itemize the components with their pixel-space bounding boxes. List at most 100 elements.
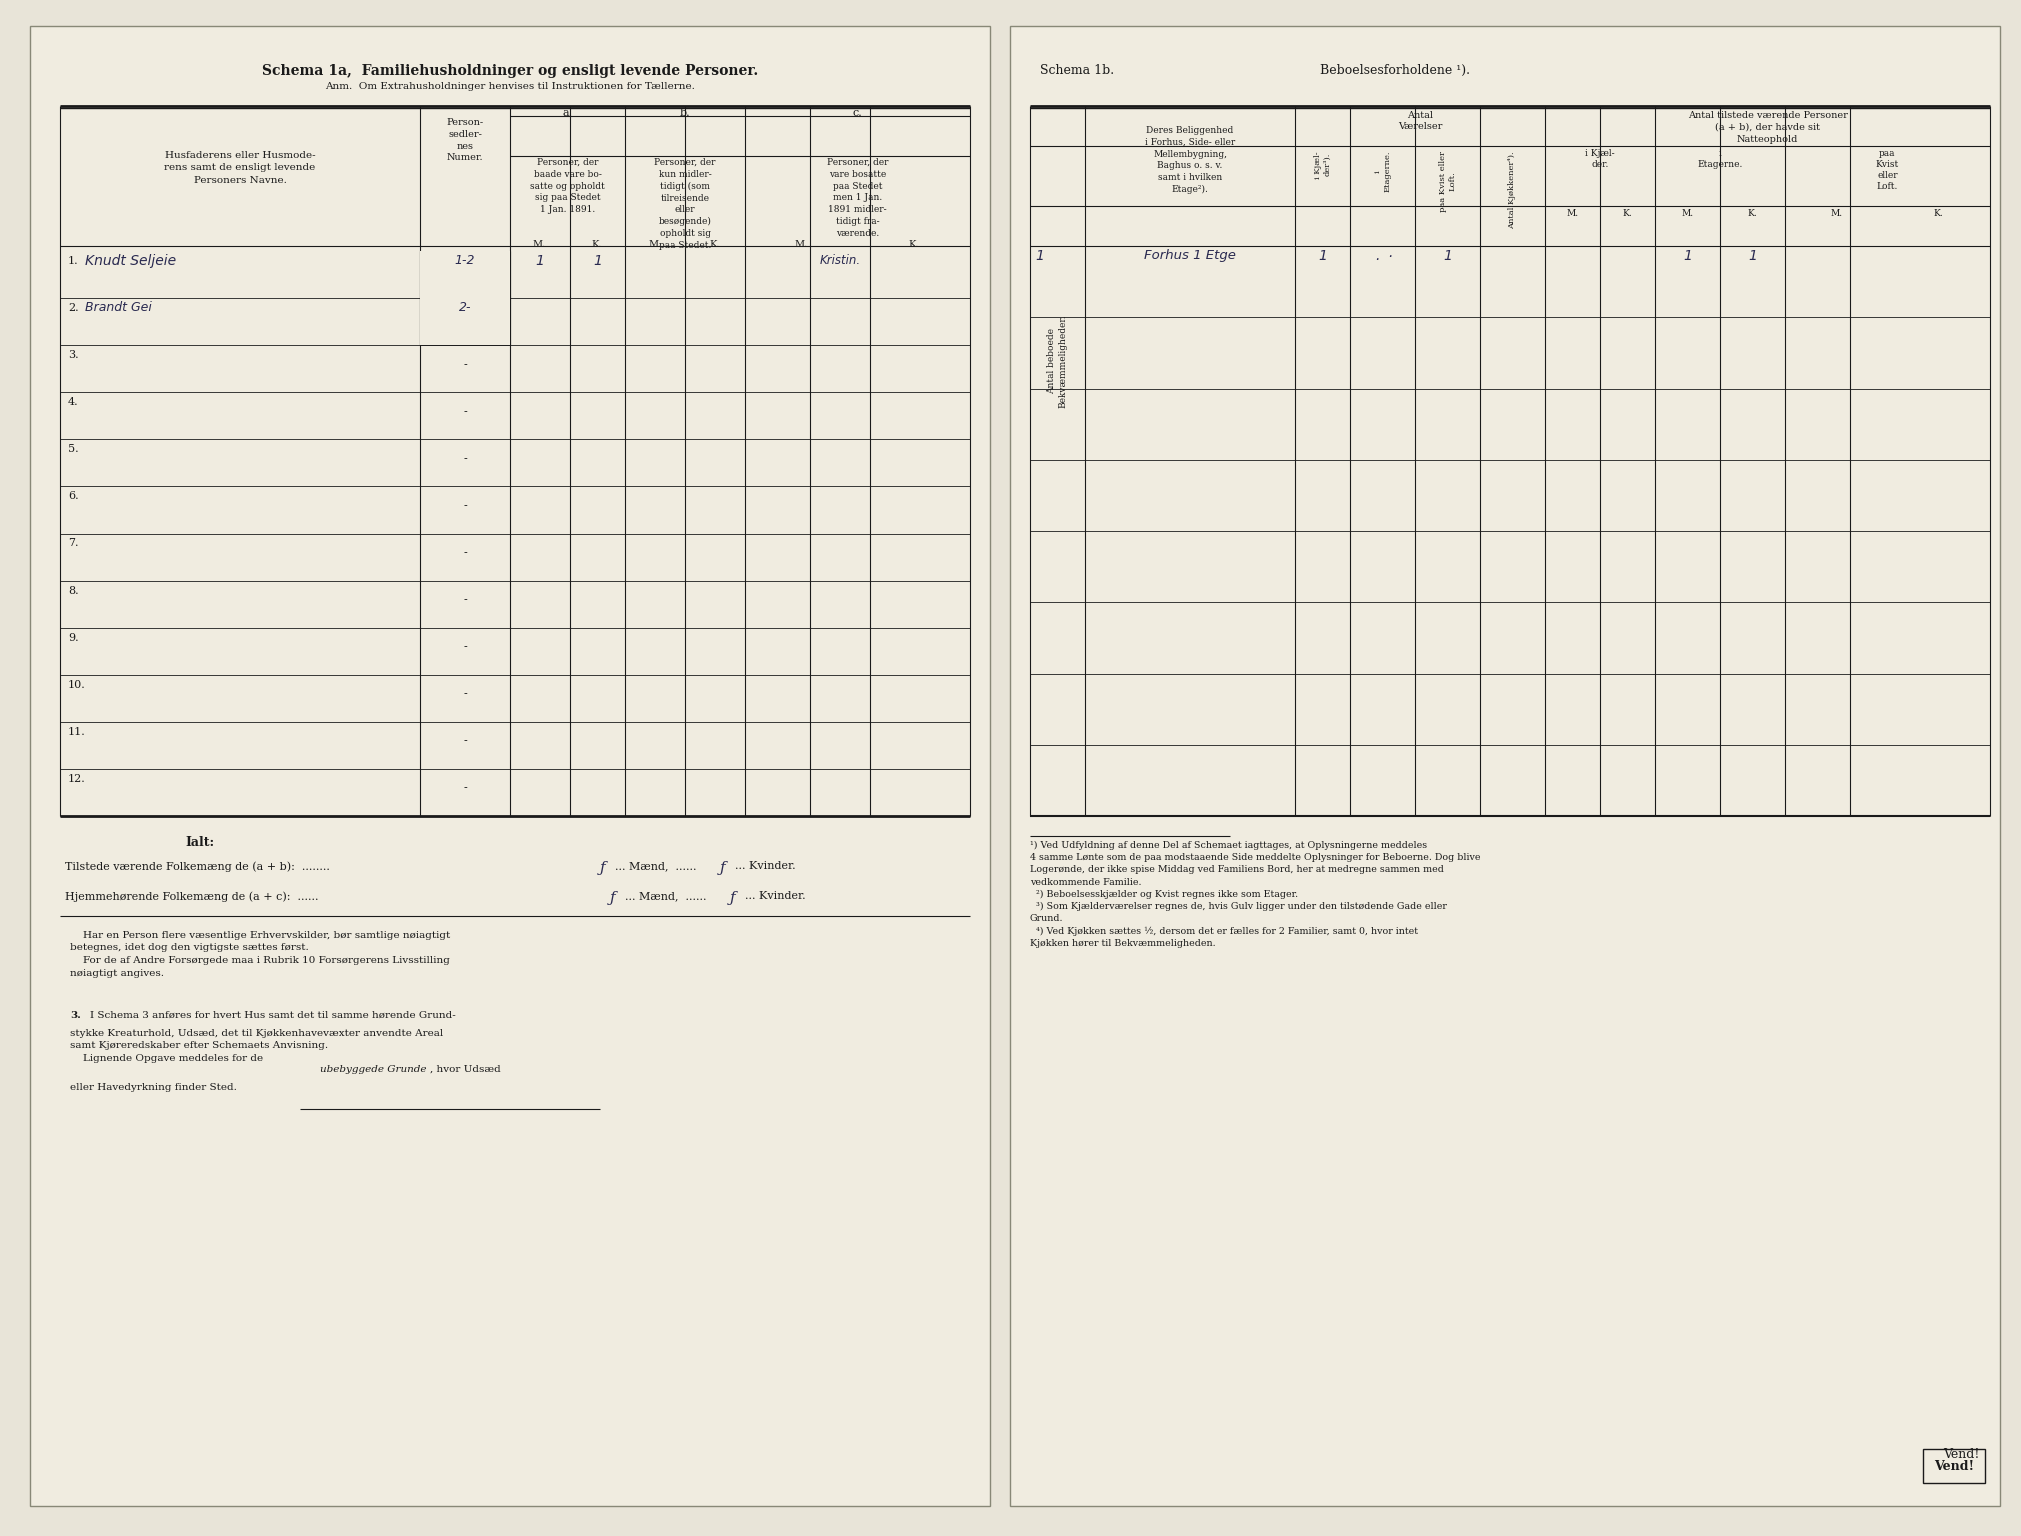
Text: -: -	[463, 594, 467, 605]
Text: ¹) Ved Udfyldning af denne Del af Schemaet iagttages, at Oplysningerne meddeles
: ¹) Ved Udfyldning af denne Del af Schema…	[1031, 842, 1481, 948]
Text: i
Etagerne.: i Etagerne.	[1698, 149, 1742, 169]
Text: 3.: 3.	[69, 350, 79, 359]
Text: i Kjæl-
der³).: i Kjæl- der³).	[1314, 151, 1332, 178]
Text: 1: 1	[1748, 249, 1756, 263]
Text: 3.: 3.	[71, 1011, 81, 1020]
Text: M.: M.	[649, 240, 661, 249]
Text: Personer, der
kun midler-
tidigt (som
tilreisende
eller
besøgende)
opholdt sig
p: Personer, der kun midler- tidigt (som ti…	[655, 158, 715, 250]
Text: 9.: 9.	[69, 633, 79, 642]
Text: -: -	[463, 407, 467, 416]
Text: Antal
Værelser: Antal Værelser	[1399, 111, 1443, 131]
Text: -: -	[463, 359, 467, 370]
Text: 1: 1	[1318, 249, 1328, 263]
Text: 1: 1	[592, 253, 602, 267]
Text: 11.: 11.	[69, 727, 85, 737]
Text: Personer, der
vare bosatte
paa Stedet
men 1 Jan.
1891 midler-
tidigt fra-
værend: Personer, der vare bosatte paa Stedet me…	[827, 158, 889, 238]
Text: 5.: 5.	[69, 444, 79, 455]
Text: K.: K.	[909, 240, 920, 249]
Text: Vend!: Vend!	[1934, 1459, 1975, 1473]
Text: i Kjæl-
der.: i Kjæl- der.	[1584, 149, 1615, 169]
Text: -: -	[463, 313, 467, 323]
Text: K.: K.	[1934, 209, 1944, 218]
Text: Ialt:: Ialt:	[186, 836, 214, 849]
Text: 2-: 2-	[459, 301, 471, 313]
Text: 10.: 10.	[69, 680, 85, 690]
Bar	[420, 298, 509, 346]
Text: ubebyggede Grunde: ubebyggede Grunde	[319, 1064, 426, 1074]
Text: I Schema 3 anføres for hvert Hus samt det til samme hørende Grund-: I Schema 3 anføres for hvert Hus samt de…	[91, 1011, 457, 1020]
Text: Vend!: Vend!	[1944, 1448, 1981, 1461]
Text: 8.: 8.	[69, 585, 79, 596]
FancyBboxPatch shape	[1924, 1448, 1985, 1482]
Text: Personer, der
baade vare bo-
satte og opholdt
sig paa Stedet
1 Jan. 1891.: Personer, der baade vare bo- satte og op…	[530, 158, 604, 214]
Text: c.: c.	[853, 108, 863, 118]
Text: ... Kvinder.: ... Kvinder.	[736, 862, 796, 871]
Text: M.: M.	[794, 240, 808, 249]
Text: K.: K.	[590, 240, 602, 249]
Text: ƒ: ƒ	[719, 862, 726, 876]
Text: K.: K.	[1748, 209, 1758, 218]
Text: Schema 1a,  Familiehusholdninger og ensligt levende Personer.: Schema 1a, Familiehusholdninger og ensli…	[263, 65, 758, 78]
Text: i
Etagerne.: i Etagerne.	[1374, 151, 1390, 192]
Text: Person-
sedler-
nes
Numer.: Person- sedler- nes Numer.	[447, 118, 483, 163]
Text: -: -	[463, 501, 467, 511]
Text: 2-: 2-	[459, 301, 471, 313]
Text: Antal beboede
Bekvæmmeligheder.: Antal beboede Bekvæmmeligheder.	[1047, 315, 1067, 409]
Text: -: -	[463, 642, 467, 653]
Text: 1-2: 1-2	[455, 253, 475, 267]
Text: Knudt Seljeie: Knudt Seljeie	[85, 253, 176, 267]
Text: 4.: 4.	[69, 398, 79, 407]
Text: 1: 1	[1035, 249, 1045, 263]
Text: .: .	[1388, 246, 1392, 260]
Text: -: -	[463, 453, 467, 464]
Text: eller Havedyrkning finder Sted.: eller Havedyrkning finder Sted.	[71, 1083, 236, 1092]
Text: 1: 1	[1443, 249, 1451, 263]
Text: Antal Kjøkkener⁴).: Antal Kjøkkener⁴).	[1508, 151, 1516, 229]
Text: -: -	[463, 783, 467, 794]
Bar	[420, 250, 509, 298]
Text: K.: K.	[1623, 209, 1633, 218]
Text: K.: K.	[709, 240, 719, 249]
Text: M.: M.	[1831, 209, 1843, 218]
Text: 1.: 1.	[69, 257, 79, 266]
Text: ƒ: ƒ	[730, 891, 736, 905]
Text: paa
Kvist
eller
Loft.: paa Kvist eller Loft.	[1875, 149, 1900, 192]
Text: 7.: 7.	[69, 539, 79, 548]
Bar	[1010, 26, 2001, 1505]
Text: Husfaderens eller Husmode-
rens samt de ensligt levende
Personers Navne.: Husfaderens eller Husmode- rens samt de …	[164, 151, 315, 184]
Text: -: -	[463, 736, 467, 746]
Text: b.: b.	[679, 108, 691, 118]
Text: Har en Person flere væsentlige Erhvervskilder, bør samtlige nøiagtigt
betegnes, : Har en Person flere væsentlige Erhvervsk…	[71, 931, 451, 977]
Text: -: -	[463, 690, 467, 699]
Text: Hjemmehørende Folkemæng de (a + c):  ......: Hjemmehørende Folkemæng de (a + c): ....…	[65, 891, 319, 902]
Text: ƒ: ƒ	[610, 891, 616, 905]
Text: -: -	[463, 266, 467, 275]
Text: Schema 1b.: Schema 1b.	[1041, 65, 1114, 77]
Text: Forhus 1 Etge: Forhus 1 Etge	[1144, 249, 1237, 263]
Text: -: -	[463, 548, 467, 558]
Text: Antal tilstede værende Personer
(a + b), der havde sit
Natteophold: Antal tilstede værende Personer (a + b),…	[1688, 111, 1847, 143]
Text: 1-2: 1-2	[455, 253, 475, 267]
Text: 12.: 12.	[69, 774, 85, 783]
Text: M.: M.	[532, 240, 546, 249]
Text: ... Kvinder.: ... Kvinder.	[746, 891, 806, 902]
Text: ... Mænd,  ......: ... Mænd, ......	[624, 891, 707, 902]
Text: Brandt Gei: Brandt Gei	[85, 301, 152, 313]
Text: Deres Beliggenhed
i Forhus, Side- eller
Mellembygning,
Baghus o. s. v.
samt i hv: Deres Beliggenhed i Forhus, Side- eller …	[1144, 126, 1235, 194]
Text: a.: a.	[562, 108, 572, 118]
Text: Beboelsesforholdene ¹).: Beboelsesforholdene ¹).	[1320, 65, 1469, 77]
Text: Kristin.: Kristin.	[821, 253, 861, 267]
Text: , hvor Udsæd: , hvor Udsæd	[430, 1064, 501, 1074]
Text: 6.: 6.	[69, 492, 79, 501]
Text: 1: 1	[536, 253, 544, 267]
Text: ... Mænd,  ......: ... Mænd, ......	[614, 862, 697, 871]
Text: ƒ: ƒ	[600, 862, 606, 876]
Text: .: .	[1376, 249, 1380, 263]
Text: Anm.  Om Extrahusholdninger henvises til Instruktionen for Tællerne.: Anm. Om Extrahusholdninger henvises til …	[325, 81, 695, 91]
Text: paa Kvist eller
Loft.: paa Kvist eller Loft.	[1439, 151, 1457, 212]
Text: 2.: 2.	[69, 303, 79, 313]
Text: stykke Kreaturhold, Udsæd, det til Kjøkkenhavevæxter anvendte Areal
samt Kjørere: stykke Kreaturhold, Udsæd, det til Kjøkk…	[71, 1029, 443, 1063]
Text: Tilstede værende Folkemæng de (a + b):  ........: Tilstede værende Folkemæng de (a + b): .…	[65, 862, 329, 871]
Text: M.: M.	[1566, 209, 1578, 218]
Text: M.: M.	[1681, 209, 1694, 218]
